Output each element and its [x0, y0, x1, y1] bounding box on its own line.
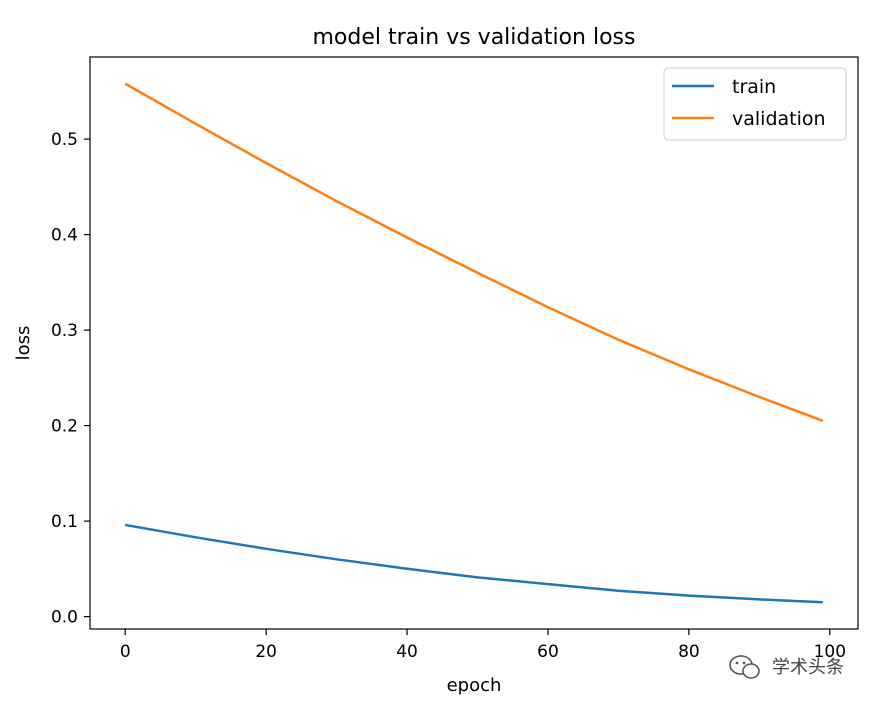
x-axis: 0 20 40 60 80 100: [120, 629, 846, 662]
plot-frame: [89, 56, 859, 630]
x-tick-label: 20: [255, 642, 277, 662]
x-tick-label: 0: [120, 642, 131, 662]
watermark-text: 学术头条: [772, 657, 844, 678]
legend-label-train: train: [732, 76, 776, 98]
series-line-validation: [124, 82, 824, 422]
watermark: 学术头条: [729, 655, 844, 679]
y-tick-label: 0.1: [51, 512, 78, 532]
y-tick-label: 0.0: [51, 608, 78, 628]
y-axis-title: loss: [13, 326, 34, 361]
chart-title: model train vs validation loss: [313, 25, 636, 50]
wechat-icon: [729, 655, 760, 679]
x-tick-label: 80: [678, 642, 700, 662]
x-tick-label: 60: [537, 642, 559, 662]
series-line-train: [124, 523, 823, 604]
y-tick-label: 0.3: [51, 321, 78, 341]
x-tick-label: 100: [814, 642, 846, 662]
legend: train validation: [663, 67, 847, 141]
y-tick-label: 0.4: [51, 226, 78, 246]
y-tick-label: 0.5: [51, 130, 78, 150]
y-axis: 0.0 0.1 0.2 0.3 0.4 0.5: [51, 130, 90, 628]
y-tick-label: 0.2: [51, 417, 78, 437]
x-axis-title: epoch: [447, 675, 502, 696]
legend-label-validation: validation: [732, 108, 826, 130]
plot-lines: [124, 82, 824, 604]
x-tick-label: 40: [396, 642, 418, 662]
